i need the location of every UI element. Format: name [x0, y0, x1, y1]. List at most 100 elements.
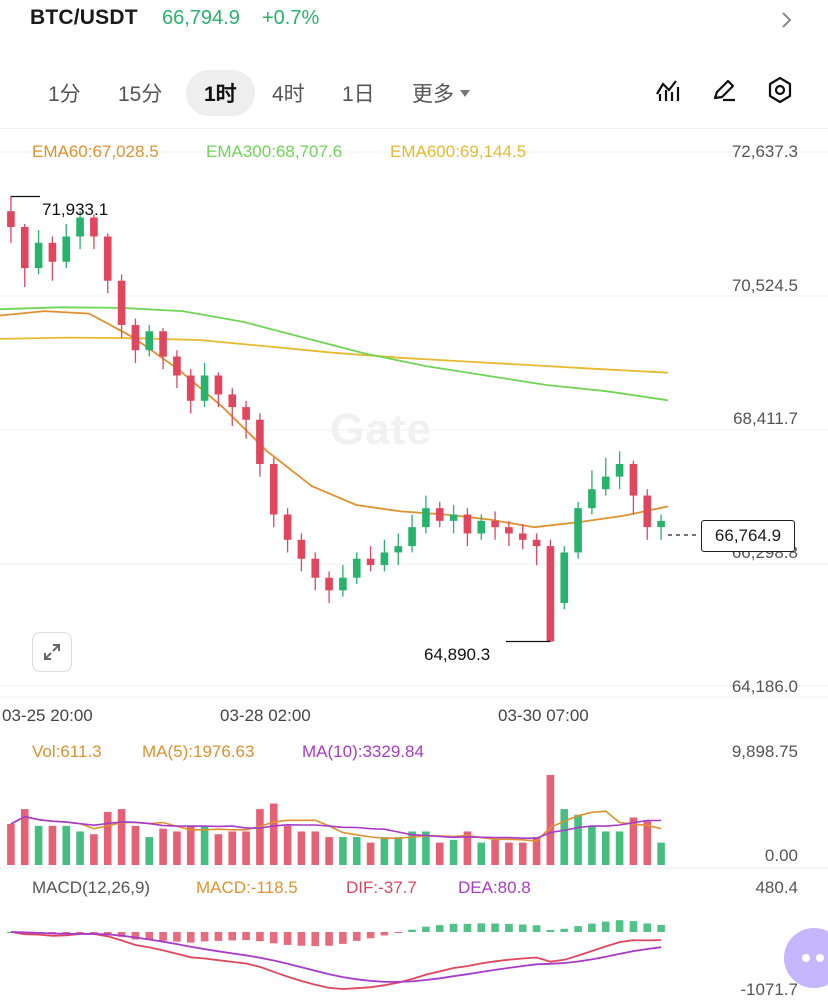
- candle-body: [366, 558, 375, 566]
- volume-bar: [463, 831, 472, 865]
- volume-bar: [283, 825, 292, 865]
- macd-histogram-bar: [352, 932, 361, 941]
- volume-bar: [394, 837, 403, 865]
- volume-bar: [186, 825, 195, 865]
- volume-bar: [546, 775, 555, 865]
- tab-4hour[interactable]: 4时: [272, 83, 305, 106]
- volume-bar: [7, 824, 15, 865]
- caret-down-icon: [460, 89, 470, 97]
- macd-histogram-bar: [366, 932, 375, 939]
- settings-hexagon-icon[interactable]: [766, 76, 794, 104]
- interval-tabs: 1分 15分 1时 4时 1日 更多: [0, 66, 828, 118]
- volume-bar: [256, 809, 264, 865]
- tab-more[interactable]: 更多: [412, 78, 470, 108]
- macd-title: MACD(12,26,9): [32, 878, 151, 897]
- chevron-right-icon[interactable]: [774, 8, 798, 32]
- volume-bar: [560, 809, 569, 865]
- macd-histogram-bar: [394, 932, 403, 933]
- draw-pen-icon[interactable]: [710, 76, 738, 104]
- macd-histogram-bar: [200, 932, 209, 942]
- candle-body: [532, 539, 541, 547]
- last-price: 66,794.9: [162, 7, 240, 29]
- ema60-line: [0, 310, 669, 529]
- macd-histogram-bar: [242, 932, 250, 941]
- candle-body: [256, 419, 264, 464]
- candle-body: [103, 236, 112, 281]
- macd-histogram-bar: [145, 932, 154, 940]
- indicator-icon[interactable]: [654, 76, 682, 104]
- candle-body: [228, 394, 237, 408]
- macd-histogram-bar: [463, 923, 472, 932]
- macd-histogram-bar: [159, 932, 167, 941]
- time-axis-tick: 03-25 20:00: [2, 706, 93, 725]
- candle-body: [173, 356, 181, 376]
- candle-body: [643, 495, 652, 528]
- volume-axis-bottom: 0.00: [764, 846, 798, 865]
- candle-body: [435, 508, 444, 521]
- candle-body: [505, 527, 513, 534]
- volume-bar: [477, 842, 486, 865]
- expand-icon: [44, 644, 60, 660]
- volume-bar: [76, 831, 84, 865]
- candle-body: [269, 463, 278, 515]
- candle-body: [297, 539, 306, 559]
- tab-1day[interactable]: 1日: [342, 83, 375, 106]
- volume-bar: [366, 842, 375, 865]
- volume-bar: [325, 837, 333, 865]
- time-axis-tick: 03-30 07:00: [498, 706, 589, 725]
- pair-title[interactable]: BTC/USDT: [30, 6, 138, 29]
- macd-histogram-bar: [574, 926, 582, 932]
- volume-ma10-label: MA(10):3329.84: [302, 742, 424, 761]
- macd-histogram-bar: [283, 932, 292, 945]
- tab-more-label: 更多: [412, 83, 454, 106]
- volume-bar: [491, 839, 499, 865]
- gate-watermark: Gate: [330, 405, 432, 454]
- dea-line: [10, 931, 662, 983]
- last-price-box[interactable]: 66,764.9: [701, 520, 795, 552]
- ema300-line: [0, 306, 669, 402]
- volume-bar: [48, 825, 57, 865]
- candle-body: [629, 463, 638, 496]
- candle-body: [380, 552, 389, 566]
- volume-bar: [532, 837, 541, 865]
- fullscreen-button[interactable]: [32, 632, 72, 672]
- tab-15min[interactable]: 15分: [118, 83, 163, 106]
- price-axis-tick: 70,524.5: [731, 276, 798, 295]
- tab-1hour[interactable]: 1时: [186, 70, 255, 116]
- macd-histogram-bar: [339, 932, 347, 944]
- tab-1min[interactable]: 1分: [48, 83, 81, 106]
- candle-body: [200, 375, 209, 401]
- macd-histogram-bar: [505, 923, 513, 932]
- candle-body: [408, 527, 416, 547]
- macd-histogram-bar: [256, 932, 264, 942]
- candle-body: [546, 546, 555, 642]
- macd-histogram-bar: [643, 923, 652, 932]
- ema300-label: EMA300:68,707.6: [206, 142, 343, 161]
- volume-bar: [90, 834, 98, 865]
- candle-body: [62, 236, 71, 262]
- volume-bar: [242, 831, 250, 865]
- macd-histogram-bar: [518, 924, 527, 932]
- candle-body: [117, 280, 126, 325]
- volume-bar: [269, 803, 278, 865]
- volume-bar: [131, 825, 140, 865]
- volume-bar: [145, 837, 154, 865]
- macd-histogram-bar: [186, 932, 195, 943]
- volume-bar: [408, 831, 416, 865]
- macd-histogram-bar: [62, 932, 71, 934]
- time-axis-tick: 03-28 02:00: [220, 706, 311, 725]
- ema600-label: EMA600:69,144.5: [390, 142, 527, 161]
- chat-assistant-button[interactable]: [784, 928, 828, 988]
- volume-bar: [601, 831, 610, 865]
- candle-body: [20, 227, 29, 269]
- candle-body: [477, 520, 486, 534]
- ema60-label: EMA60:67,028.5: [32, 142, 159, 161]
- volume-bar: [117, 809, 126, 865]
- macd-histogram-bar: [311, 932, 320, 947]
- macd-histogram-bar: [269, 932, 278, 944]
- volume-bar: [214, 834, 223, 865]
- volume-bar: [297, 831, 306, 865]
- macd-axis-bottom: -1071.7: [740, 980, 798, 999]
- macd-histogram-bar: [615, 920, 624, 932]
